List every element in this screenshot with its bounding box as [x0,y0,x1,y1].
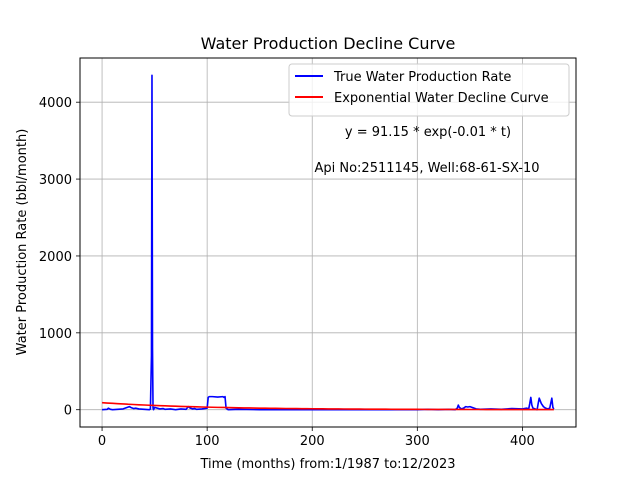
y-tick-label: 1000 [39,327,72,342]
x-tick-label: 200 [300,434,325,449]
y-tick-label: 4000 [39,96,72,111]
series-layer [102,74,555,411]
x-tick-label: 300 [405,434,430,449]
series-line-true-water-rate [102,74,555,411]
series-line-exponential-decline [102,401,554,411]
chart-title: Water Production Decline Curve [201,34,456,53]
x-tick-label: 400 [510,434,535,449]
y-axis-ticks: 0 1000 2000 3000 4000 [39,96,80,419]
well-annotation: Api No:2511145, Well:68-61-SX-10 [314,161,539,176]
x-tick-label: 100 [195,434,220,449]
y-axis-label: Water Production Rate (bbl/month) [15,129,30,356]
plot-area [102,74,555,411]
legend: True Water Production Rate Exponential W… [288,63,570,117]
x-axis-label: Time (months) from:1/1987 to:12/2023 [199,457,455,472]
legend-label-true-rate: True Water Production Rate [333,70,511,85]
plot-frame [79,57,577,428]
y-tick-label: 3000 [39,173,72,188]
y-tick-label: 0 [64,404,72,419]
x-axis-ticks: 0 100 200 300 400 [98,427,535,449]
y-tick-label: 2000 [39,250,72,265]
equation-annotation: y = 91.15 * exp(-0.01 * t) [345,125,511,140]
x-tick-label: 0 [98,434,106,449]
legend-box [288,63,570,117]
legend-label-decline-curve: Exponential Water Decline Curve [334,91,549,106]
